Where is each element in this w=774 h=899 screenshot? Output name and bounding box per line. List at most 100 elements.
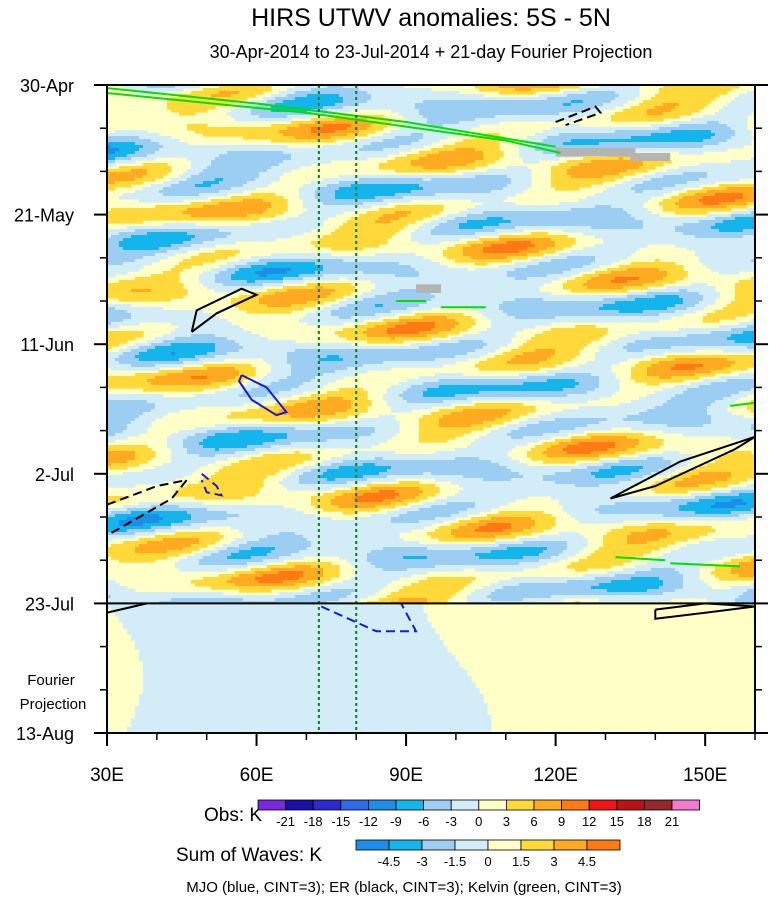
anomaly-cell xyxy=(731,121,736,125)
anomaly-cell xyxy=(503,169,508,173)
anomaly-cell xyxy=(143,151,148,155)
anomaly-cell xyxy=(467,175,472,179)
anomaly-cell xyxy=(171,199,176,203)
anomaly-cell xyxy=(343,130,348,134)
anomaly-cell xyxy=(643,163,648,167)
anomaly-cell xyxy=(751,169,755,173)
anomaly-cell xyxy=(559,166,564,170)
anomaly-cell xyxy=(643,184,648,188)
anomaly-cell xyxy=(339,121,344,125)
anomaly-cell xyxy=(407,118,412,122)
anomaly-cell xyxy=(643,166,648,170)
anomaly-cell xyxy=(335,208,340,212)
anomaly-cell xyxy=(223,178,228,182)
anomaly-cell xyxy=(191,181,196,185)
anomaly-cell xyxy=(387,142,392,146)
anomaly-cell xyxy=(511,208,516,212)
anomaly-cell xyxy=(183,178,188,182)
anomaly-cell xyxy=(183,154,188,158)
anomaly-cell xyxy=(683,130,688,134)
anomaly-cell xyxy=(319,130,324,134)
anomaly-cell xyxy=(387,91,392,95)
anomaly-cell xyxy=(299,109,304,113)
anomaly-cell xyxy=(307,205,312,209)
anomaly-cell xyxy=(607,106,612,110)
anomaly-cell xyxy=(419,139,424,143)
anomaly-cell xyxy=(335,154,340,158)
anomaly-cell xyxy=(359,145,364,149)
anomaly-cell xyxy=(195,181,200,185)
anomaly-cell xyxy=(487,172,492,176)
anomaly-cell xyxy=(587,88,592,92)
anomaly-cell xyxy=(211,184,216,188)
anomaly-cell xyxy=(479,103,484,107)
anomaly-cell xyxy=(579,127,584,131)
anomaly-cell xyxy=(179,196,184,200)
anomaly-cell xyxy=(255,172,260,176)
anomaly-cell xyxy=(311,202,316,206)
anomaly-cell xyxy=(147,211,152,215)
anomaly-cell xyxy=(459,124,464,128)
anomaly-cell xyxy=(463,157,468,161)
anomaly-cell xyxy=(615,190,620,194)
anomaly-cell xyxy=(443,175,448,179)
anomaly-cell xyxy=(339,175,344,179)
anomaly-cell xyxy=(575,112,580,116)
anomaly-cell xyxy=(343,109,348,113)
anomaly-cell xyxy=(475,109,480,113)
anomaly-cell xyxy=(679,94,684,98)
anomaly-cell xyxy=(471,187,476,191)
anomaly-cell xyxy=(319,112,324,116)
anomaly-cell xyxy=(255,88,260,92)
anomaly-cell xyxy=(739,124,744,128)
anomaly-cell xyxy=(559,208,564,212)
anomaly-cell xyxy=(179,85,184,89)
anomaly-cell xyxy=(335,184,340,188)
anomaly-cell xyxy=(615,127,620,131)
anomaly-cell xyxy=(567,160,572,164)
anomaly-cell xyxy=(307,136,312,140)
anomaly-cell xyxy=(311,151,316,155)
anomaly-cell xyxy=(579,136,584,140)
anomaly-cell xyxy=(411,88,416,92)
anomaly-cell xyxy=(159,154,164,158)
anomaly-cell xyxy=(199,157,204,161)
anomaly-cell xyxy=(575,130,580,134)
anomaly-cell xyxy=(255,136,260,140)
anomaly-cell xyxy=(683,178,688,182)
anomaly-cell xyxy=(635,199,640,203)
anomaly-cell xyxy=(611,166,616,170)
anomaly-cell xyxy=(571,160,576,164)
anomaly-cell xyxy=(283,148,288,152)
anomaly-cell xyxy=(147,166,152,170)
anomaly-cell xyxy=(555,109,560,113)
anomaly-cell xyxy=(723,187,728,191)
anomaly-cell xyxy=(383,166,388,170)
anomaly-cell xyxy=(271,160,276,164)
anomaly-cell xyxy=(343,199,348,203)
anomaly-cell xyxy=(135,175,140,179)
anomaly-cell xyxy=(263,208,268,212)
anomaly-cell xyxy=(307,115,312,119)
anomaly-cell xyxy=(679,130,684,134)
anomaly-cell xyxy=(255,85,260,89)
anomaly-cell xyxy=(715,94,720,98)
anomaly-cell xyxy=(259,145,264,149)
anomaly-cell xyxy=(179,187,184,191)
anomaly-cell xyxy=(391,106,396,110)
anomaly-cell xyxy=(611,190,616,194)
anomaly-cell xyxy=(475,154,480,158)
anomaly-cell xyxy=(527,115,532,119)
anomaly-cell xyxy=(575,169,580,173)
anomaly-cell xyxy=(331,91,336,95)
anomaly-cell xyxy=(319,181,324,185)
anomaly-cell xyxy=(267,175,272,179)
anomaly-cell xyxy=(443,121,448,125)
anomaly-cell xyxy=(619,169,624,173)
anomaly-cell xyxy=(231,115,236,119)
anomaly-cell xyxy=(135,133,140,137)
anomaly-cell xyxy=(743,199,748,203)
anomaly-cell xyxy=(551,181,556,185)
anomaly-cell xyxy=(471,151,476,155)
anomaly-cell xyxy=(299,121,304,125)
